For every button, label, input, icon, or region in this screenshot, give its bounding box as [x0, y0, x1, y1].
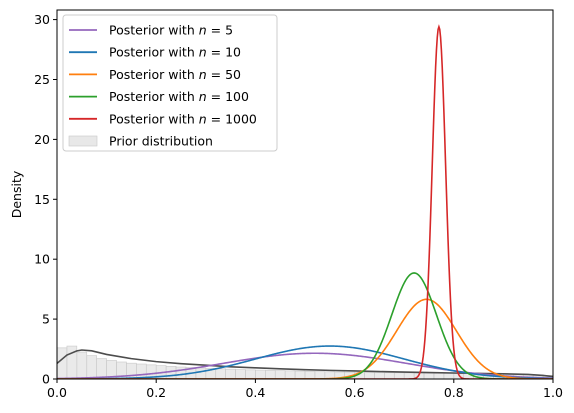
legend-prior-label: Prior distribution — [109, 134, 213, 149]
prior-histogram-bar — [86, 355, 97, 379]
prior-histogram-bar — [443, 373, 455, 379]
legend-entry-n: n — [199, 111, 207, 126]
prior-histogram-bar — [255, 369, 266, 379]
legend-entry-value: = 1000 — [207, 111, 257, 126]
prior-histogram-bar — [433, 372, 445, 379]
legend-entry-n: n — [199, 67, 207, 82]
prior-histogram-bar — [374, 372, 385, 379]
y-tick-label: 10 — [34, 252, 50, 267]
prior-histogram-bar — [126, 362, 137, 379]
legend-entry-label: Posterior with n = 100 — [109, 89, 249, 104]
legend-entry-value: = 50 — [207, 67, 241, 82]
y-tick-label: 20 — [34, 132, 50, 147]
prior-histogram-bar — [235, 369, 246, 379]
legend-entry-n: n — [199, 23, 207, 38]
legend-entry-value: = 100 — [207, 89, 249, 104]
prior-histogram-bar — [195, 367, 207, 379]
prior-histogram-bar — [274, 370, 286, 379]
legend-entry-label: Posterior with n = 1000 — [109, 111, 257, 126]
prior-histogram-bar — [245, 369, 256, 379]
legend-entry-value: = 5 — [207, 23, 233, 38]
y-axis-label: Density — [9, 170, 24, 218]
prior-histogram-bar — [96, 358, 107, 379]
x-tick-label: 0.0 — [47, 385, 67, 400]
legend-prior-swatch — [68, 135, 98, 147]
x-tick-label: 0.2 — [146, 385, 166, 400]
prior-histogram-bar — [294, 370, 306, 379]
legend-entry-prefix: Posterior with — [109, 67, 199, 82]
legend-entry-n: n — [199, 45, 207, 60]
prior-histogram-bar — [304, 371, 316, 379]
y-tick-label: 15 — [34, 192, 50, 207]
prior-histogram-bar — [76, 351, 88, 379]
legend-entry-prefix: Posterior with — [109, 45, 199, 60]
legend-entry-label: Posterior with n = 10 — [109, 45, 241, 60]
prior-histogram-bar — [175, 366, 187, 379]
prior-histogram-bar — [314, 371, 326, 379]
x-tick-label: 0.4 — [245, 385, 265, 400]
legend-entry-value: = 10 — [207, 45, 241, 60]
legend-box — [62, 14, 278, 152]
prior-histogram-bar — [384, 372, 395, 379]
posterior-line-2 — [57, 345, 553, 379]
legend-entry-label: Posterior with n = 50 — [109, 67, 241, 82]
y-tick-label: 30 — [34, 12, 50, 27]
prior-histogram-bar — [215, 368, 226, 379]
legend-entry-label: Posterior with n = 5 — [109, 23, 233, 38]
legend-entry-n: n — [199, 89, 207, 104]
x-axis: 0.0 0.2 0.4 0.6 0.8 1.0 — [47, 379, 563, 400]
legend-entry-prefix: Posterior with — [109, 111, 199, 126]
y-tick-label: 0 — [42, 372, 50, 387]
prior-histogram-bar — [284, 370, 296, 379]
y-axis: 0 5 10 15 20 25 30 — [34, 12, 57, 387]
legend-entry-prefix: Posterior with — [109, 23, 199, 38]
prior-histogram-bar — [265, 370, 276, 379]
prior-histogram-bar — [393, 372, 405, 379]
x-tick-label: 1.0 — [543, 385, 563, 400]
y-tick-label: 5 — [42, 312, 50, 327]
x-tick-label: 0.6 — [345, 385, 365, 400]
prior-histogram-bar — [364, 372, 375, 379]
y-tick-label: 25 — [34, 72, 50, 87]
posterior-line-4 — [57, 272, 553, 379]
prior-histogram-bar — [225, 368, 236, 379]
x-tick-label: 0.8 — [444, 385, 464, 400]
legend-entry-prefix: Posterior with — [109, 89, 199, 104]
prior-histogram-bar — [423, 372, 435, 379]
axes-frame — [56, 9, 554, 380]
prior-histogram-bar — [57, 347, 68, 379]
